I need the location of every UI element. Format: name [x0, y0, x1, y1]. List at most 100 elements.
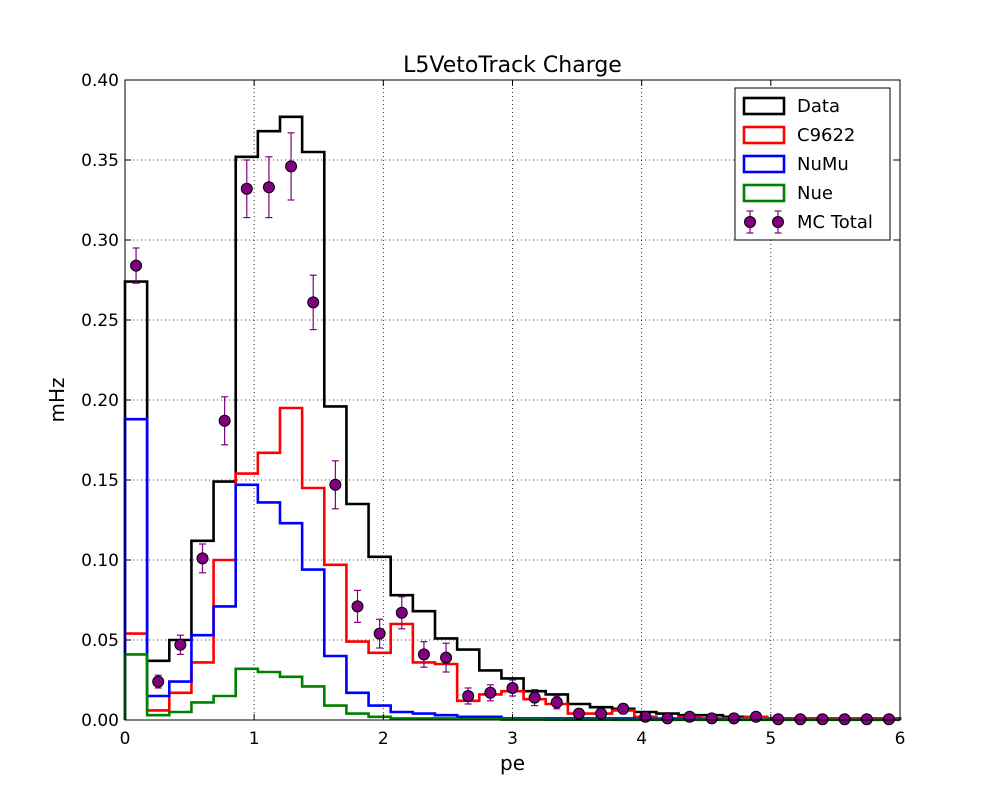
mc-total-point: [440, 642, 453, 673]
data-point: [484, 686, 497, 699]
mc-total-point: [683, 710, 696, 723]
legend-swatch: [742, 96, 786, 116]
data-point: [794, 713, 807, 726]
legend-entry-data: Data: [742, 96, 840, 117]
chart-title: L5VetoTrack Charge: [403, 53, 622, 78]
mc-total-point: [528, 688, 541, 707]
y-tick-label: 0.15: [81, 471, 119, 491]
mc-total-point: [262, 156, 275, 219]
mc-total-point: [307, 274, 320, 331]
y-tick-label: 0.30: [81, 231, 119, 251]
data-point: [130, 259, 143, 272]
x-tick-label: 4: [636, 729, 647, 749]
legend-marker: [744, 216, 756, 228]
y-tick-label: 0.35: [81, 151, 119, 171]
data-point: [860, 713, 873, 726]
data-point: [661, 712, 674, 725]
data-point: [727, 712, 740, 725]
data-point: [595, 707, 608, 720]
legend: Data C9622 NuMu Nue MC Total: [734, 87, 891, 241]
data-point: [617, 702, 630, 715]
mc-total-point: [882, 713, 895, 726]
data-point: [572, 707, 585, 720]
x-tick-label: 2: [378, 729, 389, 749]
mc-total-point: [373, 618, 386, 649]
x-axis-label: pe: [500, 751, 525, 775]
x-tick-label: 6: [895, 729, 906, 749]
y-tick-label: 0.05: [81, 631, 119, 651]
y-tick-label: 0.40: [81, 71, 119, 91]
data-point: [152, 675, 165, 688]
mc-total-point: [152, 674, 165, 689]
data-point: [285, 160, 298, 173]
mc-total-point: [462, 687, 475, 705]
mc-total-point: [617, 702, 630, 715]
data-point: [506, 682, 519, 694]
mc-total-point: [595, 707, 608, 720]
mc-total-point: [484, 684, 497, 702]
data-point: [218, 414, 231, 427]
mc-total-point: [572, 707, 585, 720]
mc-total-point: [661, 712, 674, 725]
y-tick-label: 0.25: [81, 311, 119, 331]
data-point: [174, 638, 187, 651]
data-point: [196, 552, 209, 565]
legend-entry-nue: Nue: [742, 183, 833, 204]
mc-total-point: [395, 596, 408, 630]
mc-total-point: [218, 396, 231, 446]
data-point: [417, 648, 430, 661]
mc-total-point: [816, 713, 829, 726]
mc-total-point: [860, 713, 873, 726]
data-point: [395, 606, 408, 619]
legend-entry-numu: NuMu: [742, 154, 849, 175]
y-tick-label: 0.00: [81, 711, 119, 731]
legend-entry-c9622: C9622: [742, 125, 855, 146]
mc-total-point: [838, 713, 851, 726]
mc-total-point: [329, 460, 342, 510]
mc-total-point: [750, 710, 763, 723]
mc-total-point: [285, 132, 298, 201]
data-point: [683, 710, 696, 723]
x-tick-label: 5: [765, 729, 776, 749]
x-tick-label: 0: [120, 729, 131, 749]
data-point: [705, 712, 718, 725]
mc-total-point: [196, 543, 209, 574]
legend-swatch: [742, 125, 786, 145]
data-point: [550, 696, 563, 709]
y-tick-label: 0.20: [81, 391, 119, 411]
data-point: [240, 182, 253, 195]
series-line-data: [123, 115, 902, 720]
legend-swatch: [742, 183, 786, 203]
legend-label: NuMu: [797, 154, 849, 175]
legend-label: Data: [797, 96, 840, 117]
mc-total-point: [550, 695, 563, 710]
x-tick-label: 1: [249, 729, 260, 749]
data-point: [816, 713, 829, 726]
data-point: [440, 651, 453, 664]
data-point: [838, 713, 851, 726]
mc-total-point: [705, 712, 718, 725]
grid: [125, 80, 900, 720]
data-point: [262, 181, 275, 194]
data-point: [307, 296, 320, 309]
legend-entry-mc-total: MC Total: [744, 210, 873, 234]
data-point: [528, 691, 541, 704]
data-point: [462, 690, 475, 702]
data-point: [351, 600, 364, 613]
data-point: [750, 710, 763, 723]
ticks: 0 1 2 3 4 5 6 0.00 0.05 0.10 0.15 0.20 0.25 0.30 0.35 0…: [81, 71, 905, 749]
mc-total-point: [351, 589, 364, 624]
legend-label: C9622: [797, 125, 855, 146]
legend-label: MC Total: [797, 212, 873, 233]
mc-total-point: [506, 679, 519, 697]
mc-total-point: [794, 713, 807, 726]
legend-swatch: [742, 154, 786, 174]
data-point: [373, 627, 386, 640]
data-point: [882, 713, 895, 726]
y-axis-label: mHz: [45, 377, 69, 422]
legend-marker: [772, 216, 784, 228]
data-point: [329, 478, 342, 491]
mc-total-point: [772, 713, 785, 726]
mc-total-point: [727, 712, 740, 725]
